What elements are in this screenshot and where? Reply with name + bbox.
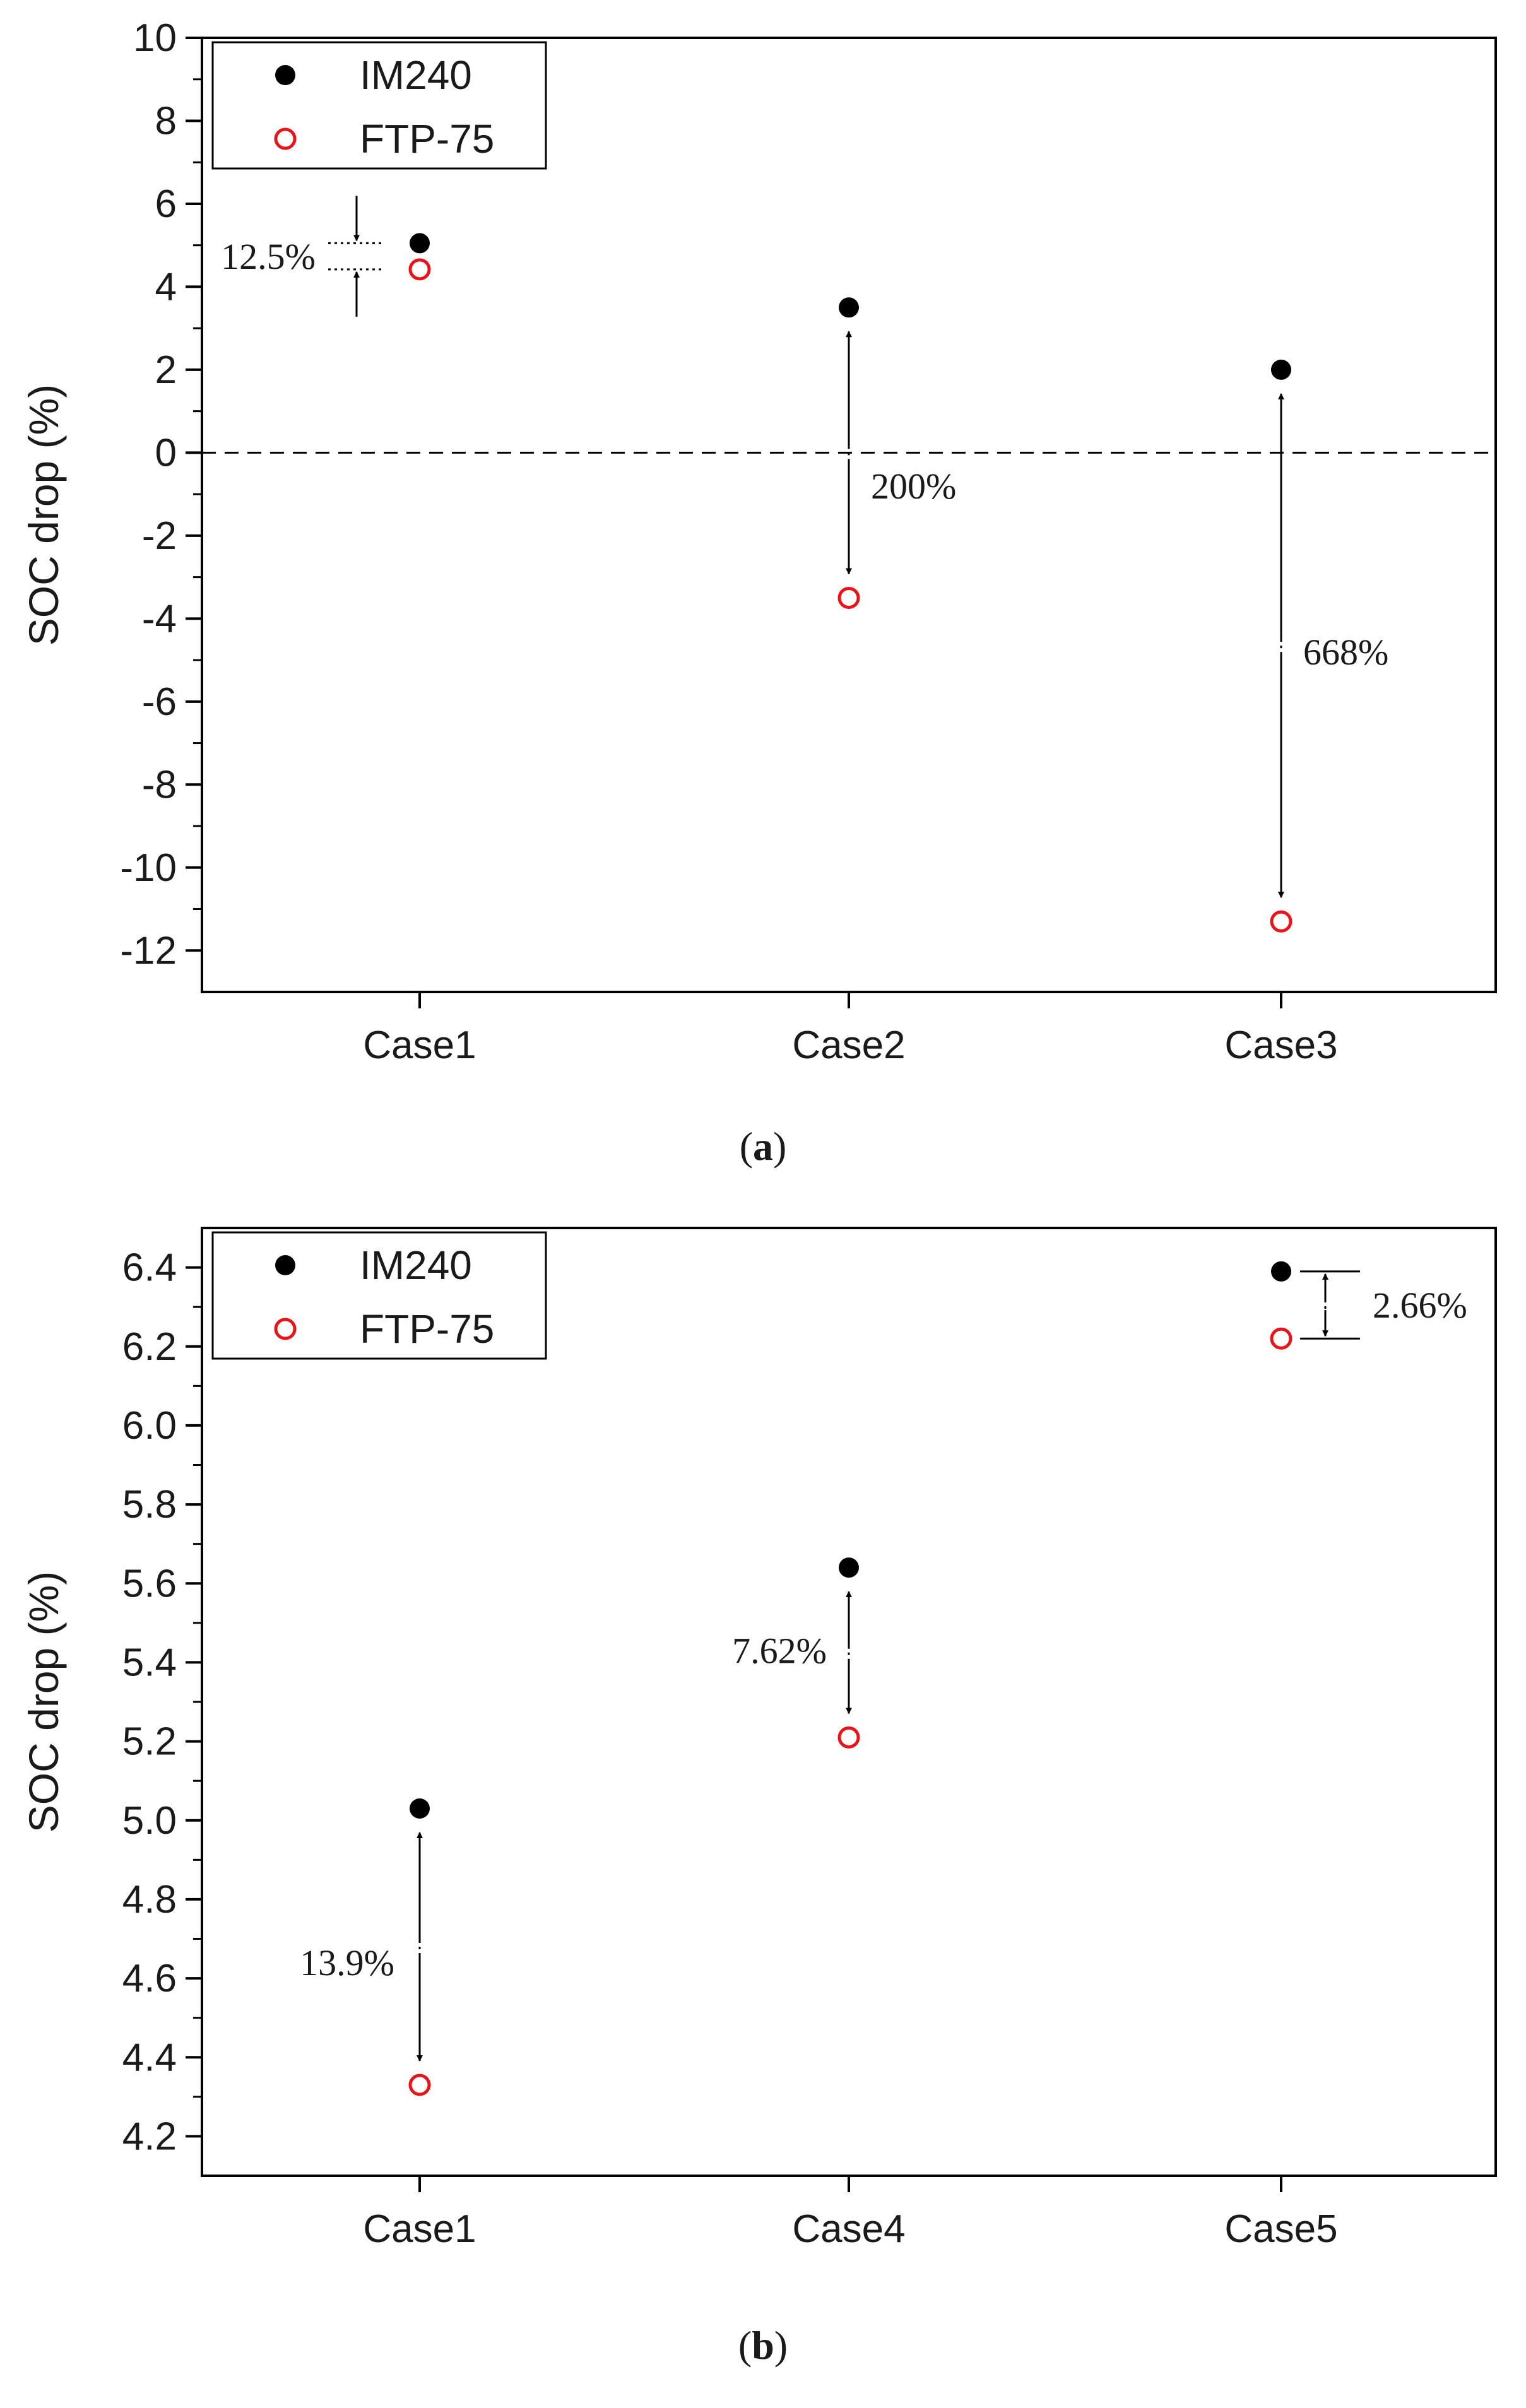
- legend-box: [211, 1231, 547, 1360]
- y-tick-label: -10: [120, 846, 177, 890]
- data-point-im240: [1271, 359, 1291, 380]
- y-tick-label: -2: [142, 514, 177, 558]
- annotation-label: 200%: [871, 466, 956, 507]
- difference-annotation: 2.66%: [1300, 1270, 1467, 1340]
- caption-close: ): [774, 2323, 788, 2368]
- legend-box: [211, 41, 547, 170]
- difference-annotation: 13.9%: [300, 1831, 423, 2062]
- y-tick-label: -12: [120, 929, 177, 972]
- caption-open: (: [738, 2323, 752, 2368]
- y-axis-ticks: 6.4 6.2 6.0 5.8 5.6 5.4 5.2 5.0 4.8 4.6 4.4 4.2: [122, 1246, 202, 2158]
- y-tick-label: 4.4: [122, 2036, 177, 2079]
- data-point-im240: [839, 1557, 859, 1578]
- y-tick-label: -6: [142, 680, 177, 724]
- data-points: [408, 233, 1292, 933]
- difference-annotation: 668%: [1278, 392, 1388, 899]
- y-tick-label: 6.2: [122, 1325, 177, 1369]
- y-tick-label: 5.0: [122, 1799, 177, 1843]
- annotations: 12.5% 200% 668%: [221, 196, 1388, 899]
- x-tick-label: Case5: [1224, 2207, 1337, 2251]
- y-tick-label: 10: [133, 16, 177, 60]
- caption-label: a: [753, 1124, 773, 1169]
- annotation-label: 7.62%: [732, 1631, 827, 1672]
- caption-label: b: [752, 2323, 774, 2368]
- panel-caption: (b): [738, 2323, 788, 2368]
- legend-marker-ftp75: [274, 127, 297, 150]
- panel-caption: (a): [740, 1124, 787, 1169]
- data-points: [408, 1261, 1292, 2096]
- y-tick-label: 0: [155, 431, 177, 475]
- y-tick-label: 4.2: [122, 2115, 177, 2158]
- x-tick-label: Case3: [1224, 1024, 1337, 1067]
- legend-label-im240: IM240: [360, 52, 472, 98]
- data-point-im240: [410, 233, 430, 254]
- x-tick-label: Case1: [363, 2207, 476, 2251]
- y-tick-label: 6.0: [122, 1404, 177, 1448]
- y-tick-label: 6: [155, 182, 177, 226]
- panel-a: 10 8 6 4 2 0 -2 -4 -6 -8 -10 -12 Case1 Case2 Case3 SO…: [20, 16, 1497, 1169]
- data-point-ftp75: [1270, 910, 1292, 933]
- legend-label-ftp75: FTP-75: [360, 116, 494, 162]
- legend: IM240 FTP-75: [211, 41, 547, 170]
- y-tick-label: 5.4: [122, 1641, 177, 1684]
- y-tick-label: 5.2: [122, 1720, 177, 1764]
- legend-marker-ftp75: [274, 1318, 297, 1340]
- legend: IM240 FTP-75: [211, 1231, 547, 1360]
- data-point-im240: [410, 1798, 430, 1819]
- y-tick-label: 6.4: [122, 1246, 177, 1290]
- legend-marker-im240: [275, 65, 295, 85]
- x-tick-label: Case1: [363, 1024, 476, 1067]
- annotations: 13.9% 7.62% 2.66%: [300, 1270, 1467, 2062]
- data-point-ftp75: [837, 586, 860, 609]
- y-tick-label: 8: [155, 99, 177, 143]
- legend-label-ftp75: FTP-75: [360, 1306, 494, 1352]
- difference-annotation: 12.5%: [221, 196, 385, 317]
- caption-open: (: [740, 1124, 753, 1169]
- y-tick-label: 2: [155, 348, 177, 392]
- difference-annotation: 200%: [846, 331, 956, 575]
- panel-b: 6.4 6.2 6.0 5.8 5.6 5.4 5.2 5.0 4.8 4.6 4.4 4.2 Cas…: [20, 1227, 1497, 2368]
- data-point-im240: [839, 297, 859, 318]
- y-axis-title: SOC drop (%): [20, 384, 67, 646]
- x-tick-label: Case2: [792, 1024, 905, 1067]
- x-axis-ticks: Case1 Case2 Case3: [363, 992, 1338, 1067]
- legend-label-im240: IM240: [360, 1242, 472, 1288]
- legend-marker-im240: [275, 1255, 295, 1275]
- difference-annotation: 7.62%: [732, 1591, 852, 1715]
- y-axis-title: SOC drop (%): [20, 1571, 67, 1833]
- data-point-ftp75: [1270, 1327, 1292, 1350]
- y-tick-label: 5.8: [122, 1483, 177, 1526]
- y-axis-ticks: 10 8 6 4 2 0 -2 -4 -6 -8 -10 -12: [120, 16, 202, 972]
- annotation-label: 12.5%: [221, 236, 316, 277]
- data-point-ftp75: [408, 2074, 431, 2096]
- annotation-label: 13.9%: [300, 1942, 394, 1983]
- y-tick-label: 4.8: [122, 1878, 177, 1921]
- y-tick-label: 4: [155, 265, 177, 309]
- annotation-label: 668%: [1303, 632, 1388, 673]
- data-point-im240: [1271, 1261, 1291, 1282]
- y-tick-label: 4.6: [122, 1957, 177, 2000]
- y-tick-label: -4: [142, 597, 177, 640]
- x-tick-label: Case4: [792, 2207, 905, 2251]
- x-axis-ticks: Case1 Case4 Case5: [363, 2176, 1338, 2251]
- data-point-ftp75: [408, 258, 431, 281]
- y-tick-label: -8: [142, 763, 177, 806]
- y-tick-label: 5.6: [122, 1562, 177, 1605]
- data-point-ftp75: [837, 1726, 860, 1749]
- caption-close: ): [773, 1124, 786, 1169]
- annotation-label: 2.66%: [1373, 1285, 1467, 1326]
